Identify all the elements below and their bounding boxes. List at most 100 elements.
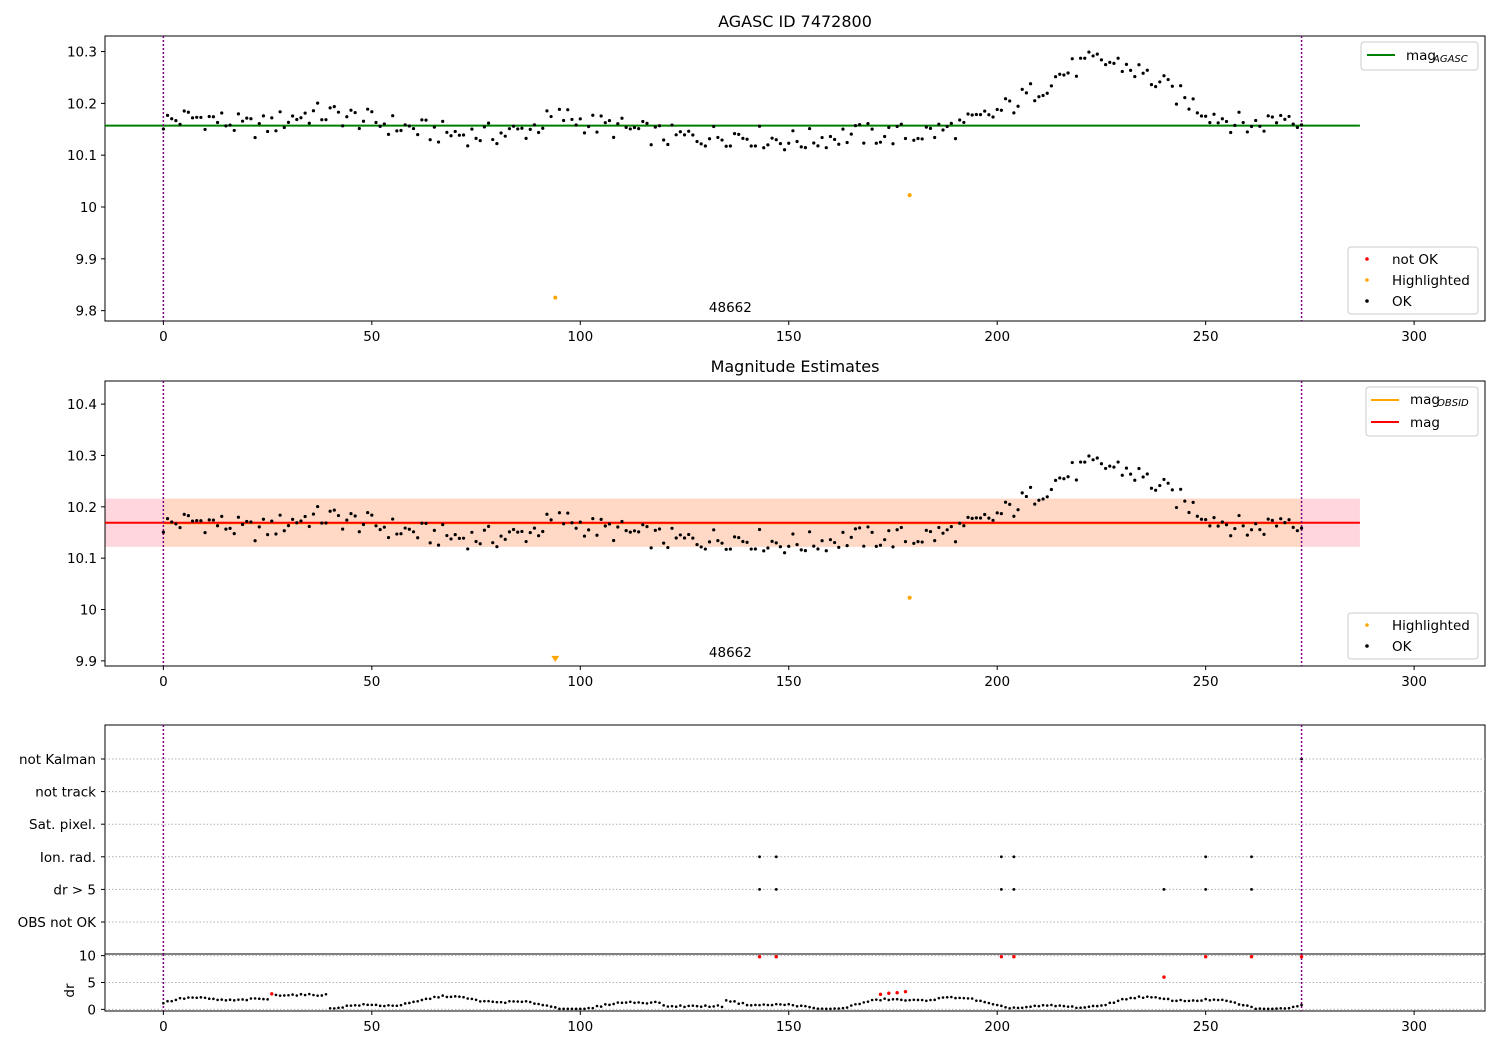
p2-ok-point <box>632 529 637 533</box>
p1-ok-point <box>628 127 632 131</box>
p4-ok-point <box>900 998 903 1002</box>
p4-ok-point <box>724 999 728 1002</box>
p4-ok-point <box>1221 998 1224 1002</box>
p4-ok-point <box>383 1004 386 1008</box>
p1-ok-point <box>745 137 749 141</box>
p2-ok-point <box>912 541 916 545</box>
p2-legend-line-label: mag <box>1410 392 1440 408</box>
p1-ok-point <box>899 122 903 126</box>
p2-ok-point <box>983 512 987 517</box>
p2-ok-point <box>1033 502 1037 506</box>
p2-ok-point <box>232 532 236 536</box>
p4-ok-point <box>945 995 949 999</box>
p2-ok-point <box>795 542 799 547</box>
p4-ok-point <box>1179 998 1182 1002</box>
p4-ok-point <box>370 1003 374 1007</box>
p2-ok-point <box>791 532 795 536</box>
p2-ok-point <box>478 542 482 546</box>
p4-ok-point <box>241 998 244 1001</box>
p4-ok-point <box>791 1003 795 1007</box>
p4-ok-point <box>1183 999 1187 1003</box>
p4-ok-point <box>912 998 916 1002</box>
p1-highlighted-point <box>553 295 558 300</box>
p1-ok-point <box>616 122 620 126</box>
p1-ok-point <box>190 116 195 120</box>
p1-ok-point <box>420 118 424 122</box>
p4-ok-point <box>987 1001 991 1005</box>
p2-ok-point <box>403 526 407 530</box>
p4-ok-point <box>1237 1003 1241 1006</box>
p2-ok-point <box>224 527 228 531</box>
p2-ok-point <box>1162 477 1166 482</box>
p1-ok-point <box>841 127 845 131</box>
p1-xtick-label: 300 <box>1401 329 1427 345</box>
p1-ok-point <box>528 127 532 131</box>
p2-ok-point <box>766 546 770 550</box>
p1-ok-point <box>691 133 695 137</box>
p2-ok-point <box>1008 502 1012 507</box>
p1-ok-point <box>562 118 566 123</box>
p4-ok-point <box>591 1006 595 1010</box>
p2-ok-point <box>361 522 366 527</box>
p1-ok-point <box>1099 58 1104 62</box>
p4-ok-point <box>1216 998 1220 1002</box>
p1-ok-point <box>766 143 770 147</box>
p1-ok-point <box>236 112 241 116</box>
p4-ok-point <box>699 1005 703 1009</box>
p4-ok-point <box>708 1005 711 1009</box>
p2-ok-point <box>728 547 732 551</box>
p3-flag-point <box>758 855 761 859</box>
p4-ok-point <box>207 997 211 1001</box>
p1-ok-point <box>724 144 728 148</box>
p2-ok-point <box>837 545 841 549</box>
p4-ok-point <box>1296 1004 1299 1008</box>
p4-ok-point <box>666 1005 670 1008</box>
p2-ok-point <box>1262 532 1266 536</box>
p1-ok-point <box>874 141 878 145</box>
p2-ok-point <box>807 530 812 534</box>
p4-ok-point <box>187 996 190 999</box>
p2-ok-point <box>320 521 324 525</box>
p2-ok-point <box>1233 526 1237 531</box>
p1-ok-point <box>774 138 778 142</box>
p1-legend-line-label: mag <box>1406 48 1436 64</box>
p2-ok-point <box>366 510 370 515</box>
p1-ok-point <box>582 131 587 135</box>
p4-ok-point <box>316 994 319 997</box>
p2-ok-point <box>1016 508 1020 512</box>
p4-ok-point <box>541 1003 545 1007</box>
p4-ok-point <box>674 1005 678 1009</box>
p4-ok-point <box>962 996 966 1000</box>
p1-ok-point <box>757 124 762 128</box>
p1-ok-point <box>478 139 482 143</box>
p2-xtick-label: 250 <box>1193 674 1219 690</box>
p2-ok-point <box>245 519 249 524</box>
p4-ok-point <box>1000 1004 1003 1008</box>
p2-ok-point <box>870 530 874 534</box>
p2-ok-point <box>1154 488 1158 492</box>
p1-ok-point <box>428 138 432 142</box>
p2-ok-point <box>195 519 199 523</box>
p2-ok-point <box>161 530 165 534</box>
p4-ok-point <box>1208 999 1212 1002</box>
p4-ok-point <box>608 1003 611 1007</box>
p4-ok-point <box>1187 999 1191 1003</box>
p2-ok-point <box>1274 524 1279 528</box>
p4-ok-point <box>1004 1005 1007 1009</box>
p2-ok-point <box>316 504 320 509</box>
p1-ok-point <box>637 127 641 131</box>
p1-ok-point <box>1208 121 1212 125</box>
p2-ok-point <box>428 541 432 545</box>
p4-ok-point <box>424 997 428 1001</box>
p2-ok-point <box>549 518 553 522</box>
p2-ok-point <box>528 530 532 535</box>
p1-ok-point <box>391 114 395 118</box>
p1-ok-point <box>699 142 703 146</box>
p1-ok-point <box>570 117 574 122</box>
p2-ok-point <box>391 517 395 521</box>
p2-ok-point <box>737 535 741 540</box>
p2-ok-point <box>628 530 632 534</box>
p1-ok-point <box>195 115 199 119</box>
p4-ok-point <box>395 1004 399 1008</box>
p4-ok-point <box>895 997 899 1001</box>
